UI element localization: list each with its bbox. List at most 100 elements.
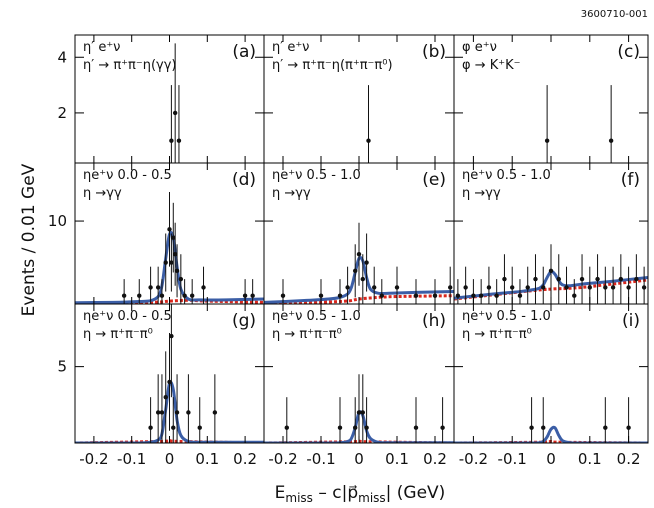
panel-text: η → π⁺π⁻π⁰ [83, 327, 153, 342]
data-point [201, 285, 206, 290]
panel [169, 43, 182, 163]
panel-text: η →γγ [462, 186, 501, 201]
x-label-part: – c|p⃗ [313, 483, 358, 503]
panel-text: ηe⁺ν 0.5 - 1.0 [462, 168, 551, 183]
x-tick-label: -0.1 [498, 450, 527, 468]
x-tick-label: 0.1 [385, 450, 409, 468]
x-tick-label: 0.2 [233, 450, 257, 468]
data-point [618, 276, 624, 282]
x-axis-label: Emiss – c|p⃗miss| (GeV) [275, 483, 446, 505]
data-point [626, 425, 631, 430]
data-point [544, 138, 550, 143]
panel-text: ηe⁺ν 0.0 - 0.5 [83, 168, 172, 183]
panel-text: ηe⁺ν 0.0 - 0.5 [83, 309, 172, 324]
x-tick-label: -0.2 [459, 450, 488, 468]
data-point [502, 276, 507, 282]
data-point [608, 138, 614, 143]
data-point [137, 293, 142, 298]
panel-text: ηe⁺ν 0.5 - 1.0 [462, 309, 551, 324]
data-point [372, 285, 377, 290]
panel [75, 304, 264, 443]
data-point [121, 293, 127, 298]
x-tick-label: 0.1 [195, 450, 219, 468]
data-point [364, 260, 369, 265]
data-point [174, 410, 180, 415]
data-point [176, 138, 182, 143]
y-tick-label: 10 [48, 212, 67, 230]
panel-text: η →γγ [272, 186, 311, 201]
panel-text: η → π⁺π⁻π⁰ [272, 327, 342, 342]
data-point [413, 293, 419, 298]
panel-text: ηe⁺ν 0.5 - 1.0 [272, 309, 361, 324]
data-point [169, 260, 174, 265]
y-axis-label: Events / 0.01 GeV [19, 163, 39, 316]
data-point [525, 285, 530, 290]
y-tick-label: 4 [57, 48, 67, 66]
data-point [610, 285, 616, 290]
data-point [448, 285, 453, 290]
data-point [197, 425, 202, 430]
panel-text: η →γγ [83, 186, 122, 201]
data-point [394, 285, 400, 290]
data-point [148, 425, 153, 430]
data-point [517, 293, 523, 298]
data-point [345, 285, 350, 290]
panel-label: (b) [422, 42, 446, 62]
y-tick-label: 2 [57, 104, 67, 122]
data-point [360, 410, 365, 415]
data-point [541, 285, 546, 290]
data-point [178, 276, 184, 282]
data-point [494, 293, 499, 298]
panel-text: η′ → π⁺π⁻η(π⁺π⁻π⁰) [272, 58, 393, 73]
x-tick-label: -0.2 [268, 450, 297, 468]
data-point [167, 379, 172, 385]
data-point [548, 268, 554, 274]
data-point [171, 425, 176, 430]
data-point [163, 394, 168, 400]
data-point [167, 227, 172, 232]
x-label-part: miss [285, 491, 313, 505]
data-point [353, 268, 358, 274]
data-point [556, 276, 561, 282]
data-point [360, 276, 365, 282]
data-point [337, 293, 343, 298]
data-point [440, 425, 445, 430]
data-point [169, 333, 174, 339]
data-point [366, 138, 371, 143]
x-tick-label: -0.1 [306, 450, 335, 468]
data-point [626, 285, 631, 290]
data-point [463, 285, 468, 290]
data-point [541, 425, 546, 430]
data-point [603, 425, 608, 430]
data-point [171, 235, 176, 240]
x-tick-label: 0.1 [578, 450, 602, 468]
data-point [148, 285, 153, 290]
data-point [432, 293, 438, 298]
data-point [163, 260, 168, 265]
panel-label: (e) [422, 170, 446, 190]
x-label-part: | (GeV) [386, 483, 446, 503]
x-tick-label: 0.2 [617, 450, 641, 468]
data-point [587, 285, 592, 290]
data-point [486, 285, 492, 290]
x-tick-label: 0 [546, 450, 556, 468]
x-tick-label: 0.2 [423, 450, 447, 468]
data-point [337, 425, 343, 430]
figure-id: 3600710-001 [581, 9, 648, 20]
data-point [529, 425, 534, 430]
data-point [174, 268, 180, 274]
data-point [186, 410, 191, 415]
panel-text: φ → K⁺K⁻ [462, 58, 521, 73]
data-point [413, 425, 419, 430]
data-point [533, 276, 538, 282]
data-point [159, 293, 165, 298]
x-tick-label: -0.2 [79, 450, 108, 468]
data-point [595, 276, 600, 282]
data-point [579, 276, 585, 282]
data-point [634, 276, 639, 282]
data-point [182, 293, 187, 298]
panel-text: η′ e⁺ν [83, 40, 120, 55]
data-point [242, 293, 248, 298]
data-point [250, 293, 255, 298]
panel-label: (a) [232, 42, 256, 62]
